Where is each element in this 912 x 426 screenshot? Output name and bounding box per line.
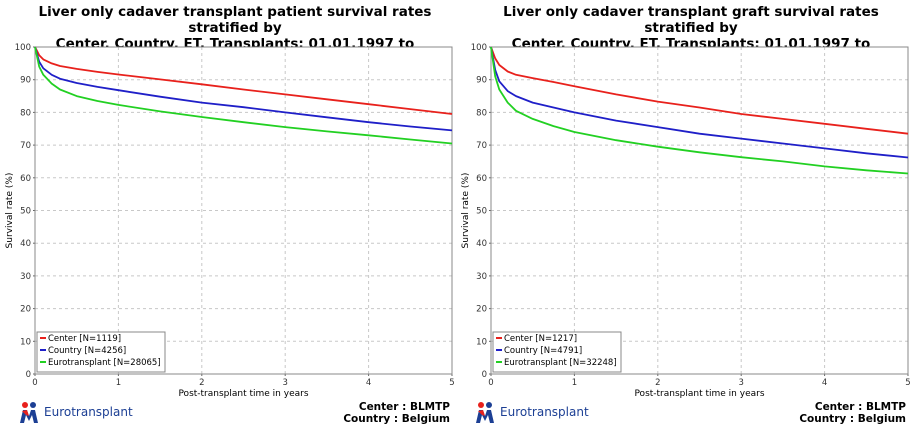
y-tick-label: 90: [20, 76, 31, 86]
y-tick-label: 60: [476, 174, 487, 184]
x-tick-label: 2: [199, 378, 204, 388]
people-logo-icon: [476, 402, 494, 423]
logo-text: Eurotransplant: [44, 405, 133, 419]
country-label: Country : Belgium: [799, 413, 906, 425]
y-tick-label: 50: [476, 207, 487, 217]
y-tick-label: 40: [20, 239, 31, 249]
y-tick-label: 100: [471, 43, 487, 53]
y-axis-label: Survival rate (%): [5, 173, 15, 249]
chart-title-line1: Liver only cadaver transplant patient su…: [38, 4, 432, 36]
x-tick-label: 5: [905, 378, 910, 388]
center-label: Center : BLMTP: [814, 401, 906, 413]
line-chart: 0 10 20 30 40 50 60 70 80 90 100 0 1 2 3 4 5 Post-transpl…: [5, 43, 455, 399]
y-tick-label: 80: [476, 108, 487, 118]
y-tick-label: 70: [476, 141, 487, 151]
series-line-center: [490, 46, 909, 135]
footer-info: Center : BLMTP Country : Belgium: [799, 401, 906, 425]
series-line-eurotransplant: [490, 46, 909, 175]
series-line-country: [490, 46, 909, 159]
plot-border: [34, 46, 453, 375]
legend-label: Center [N=1217]: [504, 334, 577, 344]
x-tick-label: 0: [488, 378, 493, 388]
series-line-center: [34, 46, 453, 115]
y-tick-label: 10: [20, 337, 31, 347]
x-axis-label: Post-transplant time in years: [634, 389, 764, 399]
chart-panel-patient-survival: Liver only cadaver transplant patient su…: [5, 4, 455, 425]
series-line-eurotransplant: [34, 46, 453, 145]
y-tick-label: 50: [20, 207, 31, 217]
eurotransplant-logo: Eurotransplant: [474, 400, 589, 424]
x-tick-label: 3: [282, 378, 287, 388]
legend-label: Center [N=1119]: [48, 334, 121, 344]
y-tick-label: 20: [20, 305, 31, 315]
y-tick-label: 0: [26, 370, 31, 380]
y-tick-label: 0: [482, 370, 487, 380]
line-chart: 0 10 20 30 40 50 60 70 80 90 100 0 1 2 3 4 5 Post-transpl…: [461, 43, 911, 399]
legend-box: [36, 331, 166, 373]
y-tick-label: 90: [476, 76, 487, 86]
x-tick-label: 0: [32, 378, 37, 388]
legend-label: Country [N=4791]: [504, 346, 582, 356]
x-tick-label: 4: [822, 378, 827, 388]
y-tick-label: 70: [20, 141, 31, 151]
y-tick-label: 30: [476, 272, 487, 282]
logo-text: Eurotransplant: [500, 405, 589, 419]
eurotransplant-logo: Eurotransplant: [18, 400, 133, 424]
x-tick-label: 2: [655, 378, 660, 388]
legend-label: Country [N=4256]: [48, 346, 126, 356]
y-tick-label: 80: [20, 108, 31, 118]
x-tick-label: 3: [738, 378, 743, 388]
legend-box: [492, 331, 622, 373]
plot-area: [491, 47, 908, 374]
y-tick-label: 60: [20, 174, 31, 184]
people-logo-icon: [20, 402, 38, 423]
y-tick-label: 30: [20, 272, 31, 282]
legend-label: Eurotransplant [N=28065]: [48, 358, 161, 368]
y-tick-label: 20: [476, 305, 487, 315]
x-tick-label: 1: [572, 378, 577, 388]
chart-title-line1: Liver only cadaver transplant graft surv…: [503, 4, 879, 36]
footer-info: Center : BLMTP Country : Belgium: [343, 401, 450, 425]
x-tick-label: 5: [449, 378, 454, 388]
chart-panel-graft-survival: Liver only cadaver transplant graft surv…: [456, 0, 912, 426]
y-axis-label: Survival rate (%): [461, 173, 471, 249]
x-tick-label: 4: [366, 378, 371, 388]
plot-border: [490, 46, 909, 375]
legend-label: Eurotransplant [N=32248]: [504, 358, 617, 368]
series-line-country: [34, 46, 453, 132]
y-tick-label: 40: [476, 239, 487, 249]
center-label: Center : BLMTP: [358, 401, 450, 413]
x-axis-label: Post-transplant time in years: [178, 389, 308, 399]
y-tick-label: 100: [15, 43, 31, 53]
y-tick-label: 10: [476, 337, 487, 347]
country-label: Country : Belgium: [343, 413, 450, 425]
x-tick-label: 1: [116, 378, 121, 388]
